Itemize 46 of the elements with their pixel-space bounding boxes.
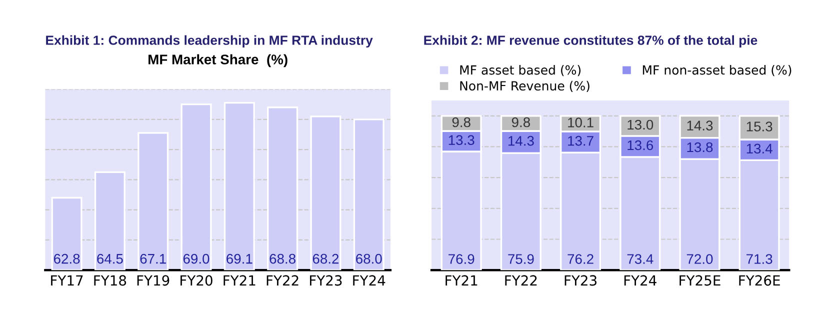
data-label: 69.1 xyxy=(226,254,252,264)
data-label: 64.5 xyxy=(97,254,123,264)
data-label: 10.1 xyxy=(568,118,594,128)
chart-title: Exhibit 2: MF revenue constitutes 87% of the total pie xyxy=(424,35,758,48)
x-tick-label: FY18 xyxy=(94,275,126,286)
data-label: 67.1 xyxy=(140,254,166,264)
x-tick-label: FY17 xyxy=(51,275,83,286)
data-label: 76.9 xyxy=(448,254,474,264)
x-tick-label: FY21 xyxy=(446,275,478,286)
data-label: 68.2 xyxy=(312,254,339,264)
x-tick-label: FY23 xyxy=(564,275,596,286)
data-label: 13.4 xyxy=(746,144,772,154)
data-label: 14.3 xyxy=(508,136,534,146)
data-label: 68.0 xyxy=(356,254,382,264)
legend-label: MF asset based (%) xyxy=(460,65,581,76)
x-tick-label: FY26E xyxy=(739,275,780,286)
x-tick-label: FY25E xyxy=(680,275,720,286)
data-label: 13.6 xyxy=(628,140,654,150)
x-tick-label: FY20 xyxy=(180,275,212,286)
data-label: 73.4 xyxy=(627,254,654,264)
data-label: 76.2 xyxy=(568,254,594,264)
data-label: 13.3 xyxy=(448,135,474,145)
x-tick-label: FY24 xyxy=(624,275,656,286)
data-label: 9.8 xyxy=(452,117,470,128)
data-label: 75.9 xyxy=(508,254,534,264)
data-label: 13.0 xyxy=(628,120,654,130)
legend-label: Non-MF Revenue (%) xyxy=(460,80,590,92)
chart-subtitle: MF Market Share (%) xyxy=(148,54,288,68)
x-tick-label: FY23 xyxy=(310,275,342,286)
data-label: 62.8 xyxy=(54,254,80,264)
legend-label: MF non-asset based (%) xyxy=(642,65,792,76)
data-label: 13.8 xyxy=(687,142,713,152)
chart-title: Exhibit 1: Commands leadership in MF RTA industry xyxy=(46,35,373,48)
data-label: 14.3 xyxy=(687,120,713,130)
data-label: 9.8 xyxy=(512,117,530,128)
x-tick-label: FY22 xyxy=(505,275,537,286)
x-tick-label: FY24 xyxy=(353,275,386,286)
data-label: 71.3 xyxy=(746,254,772,264)
data-label: 68.8 xyxy=(270,254,296,264)
data-label: 13.7 xyxy=(568,136,594,146)
data-label: 15.3 xyxy=(746,122,772,132)
x-tick-label: FY22 xyxy=(266,275,298,286)
data-label: 69.0 xyxy=(183,254,210,264)
data-label: 72.0 xyxy=(686,254,713,264)
x-tick-label: FY19 xyxy=(137,275,170,286)
x-tick-label: FY21 xyxy=(224,275,256,286)
